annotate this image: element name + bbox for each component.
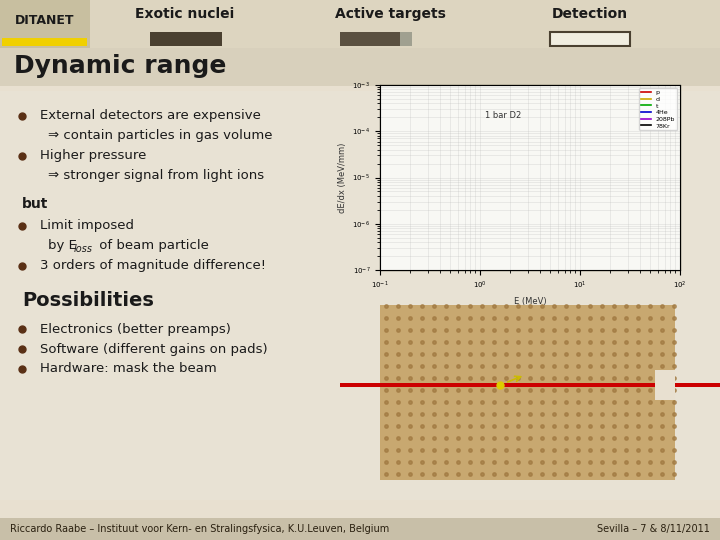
Bar: [2, 38, 87, 46]
Text: ⇒ contain particles in gas volume: ⇒ contain particles in gas volume: [48, 130, 272, 143]
Text: External detectors are expensive: External detectors are expensive: [40, 110, 261, 123]
Text: but: but: [22, 197, 48, 211]
Bar: [380, 305, 675, 480]
Text: 1 bar D2: 1 bar D2: [485, 111, 521, 120]
Text: Riccardo Raabe – Instituut voor Kern- en Stralingsfysica, K.U.Leuven, Belgium: Riccardo Raabe – Instituut voor Kern- en…: [10, 524, 390, 534]
Y-axis label: dE/dx (MeV/mm): dE/dx (MeV/mm): [338, 143, 347, 213]
Text: Software (different gains on pads): Software (different gains on pads): [40, 342, 268, 355]
Bar: [655, 370, 675, 400]
Text: Electronics (better preamps): Electronics (better preamps): [40, 322, 231, 335]
Text: Active targets: Active targets: [335, 7, 446, 21]
Text: Possibilities: Possibilities: [22, 292, 154, 310]
X-axis label: E (MeV): E (MeV): [513, 296, 546, 306]
Text: Detection: Detection: [552, 7, 628, 21]
Bar: [0, 91, 720, 500]
Text: Exotic nuclei: Exotic nuclei: [135, 7, 235, 21]
Text: DITANET: DITANET: [15, 14, 75, 26]
Bar: [550, 32, 630, 46]
Bar: [380, 85, 680, 270]
Text: of beam particle: of beam particle: [95, 240, 209, 253]
Bar: [340, 383, 720, 387]
Text: Sevilla – 7 & 8/11/2011: Sevilla – 7 & 8/11/2011: [597, 524, 710, 534]
Text: Dynamic range: Dynamic range: [14, 54, 226, 78]
Text: 3 orders of magnitude difference!: 3 orders of magnitude difference!: [40, 260, 266, 273]
Legend: p, d, t, 4He, 208Pb, 78Kr: p, d, t, 4He, 208Pb, 78Kr: [639, 88, 677, 130]
Bar: [340, 32, 412, 46]
Text: Higher pressure: Higher pressure: [40, 150, 146, 163]
Text: Limit imposed: Limit imposed: [40, 219, 134, 233]
Text: by E: by E: [48, 240, 77, 253]
Bar: [0, 0, 720, 48]
Text: loss: loss: [74, 244, 93, 254]
Bar: [400, 32, 412, 46]
Text: ⇒ stronger signal from light ions: ⇒ stronger signal from light ions: [48, 170, 264, 183]
Bar: [0, 0, 90, 48]
Bar: [0, 48, 720, 86]
Bar: [0, 518, 720, 540]
Text: Hardware: mask the beam: Hardware: mask the beam: [40, 362, 217, 375]
Bar: [150, 32, 222, 46]
